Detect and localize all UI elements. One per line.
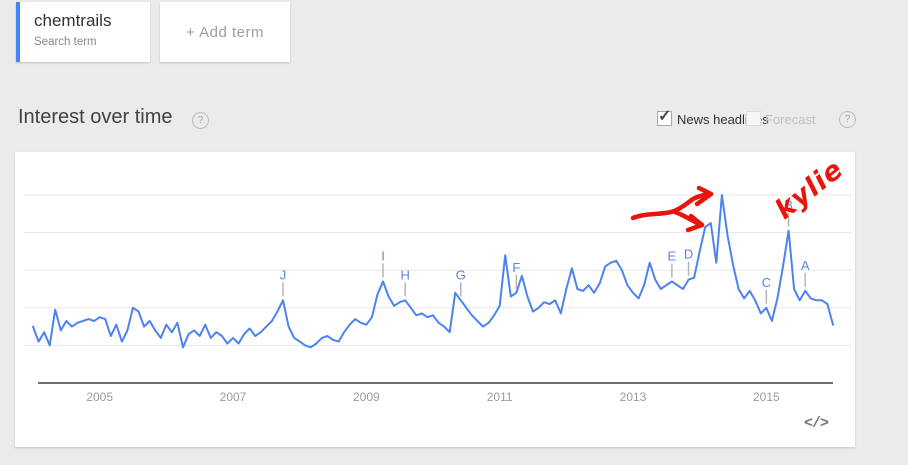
news-headlines-label[interactable]: News headlines xyxy=(677,112,769,127)
news-headlines-checkbox[interactable]: ✓ xyxy=(657,108,672,126)
chart-controls: ✓ News headlines Forecast xyxy=(0,108,908,129)
news-marker-I: I xyxy=(381,248,385,263)
news-marker-F: F xyxy=(512,260,520,275)
news-marker-H: H xyxy=(401,267,410,282)
svg-text:2015: 2015 xyxy=(753,390,780,404)
forecast-checkbox[interactable] xyxy=(746,111,761,126)
svg-text:2005: 2005 xyxy=(86,390,113,404)
svg-text:2009: 2009 xyxy=(353,390,380,404)
news-marker-J: J xyxy=(280,267,287,282)
svg-text:2011: 2011 xyxy=(487,390,513,404)
news-marker-C: C xyxy=(762,275,771,290)
svg-text:2013: 2013 xyxy=(620,390,647,404)
add-term-label: + Add term xyxy=(186,23,264,41)
help-icon[interactable]: ? xyxy=(192,112,209,129)
page-title: Interest over time xyxy=(18,106,173,128)
add-term-button[interactable]: + Add term xyxy=(160,2,290,62)
news-marker-E: E xyxy=(668,248,677,263)
svg-text:2007: 2007 xyxy=(220,390,247,404)
forecast-label: Forecast xyxy=(765,112,816,127)
help-icon[interactable]: ? xyxy=(839,111,856,128)
interest-over-time-chart: 2005 2007 2009 2011 2013 2015 J I H G F E D C B A kylie… xyxy=(15,152,855,447)
term-name: chemtrails xyxy=(34,11,112,30)
interest-chart-svg: 2005 2007 2009 2011 2013 2015 J I H G F E D C B A xyxy=(24,185,852,404)
term-type-label: Search term xyxy=(34,36,97,48)
search-term-card[interactable]: chemtrails Search term xyxy=(16,2,150,62)
news-marker-D: D xyxy=(684,247,693,262)
news-marker-B: B xyxy=(784,198,793,213)
news-marker-G: G xyxy=(456,267,466,282)
term-accent-bar xyxy=(16,2,20,62)
checkmark-icon: ✓ xyxy=(658,108,672,125)
news-marker-A: A xyxy=(801,258,810,273)
embed-button[interactable]: </> xyxy=(803,415,829,432)
